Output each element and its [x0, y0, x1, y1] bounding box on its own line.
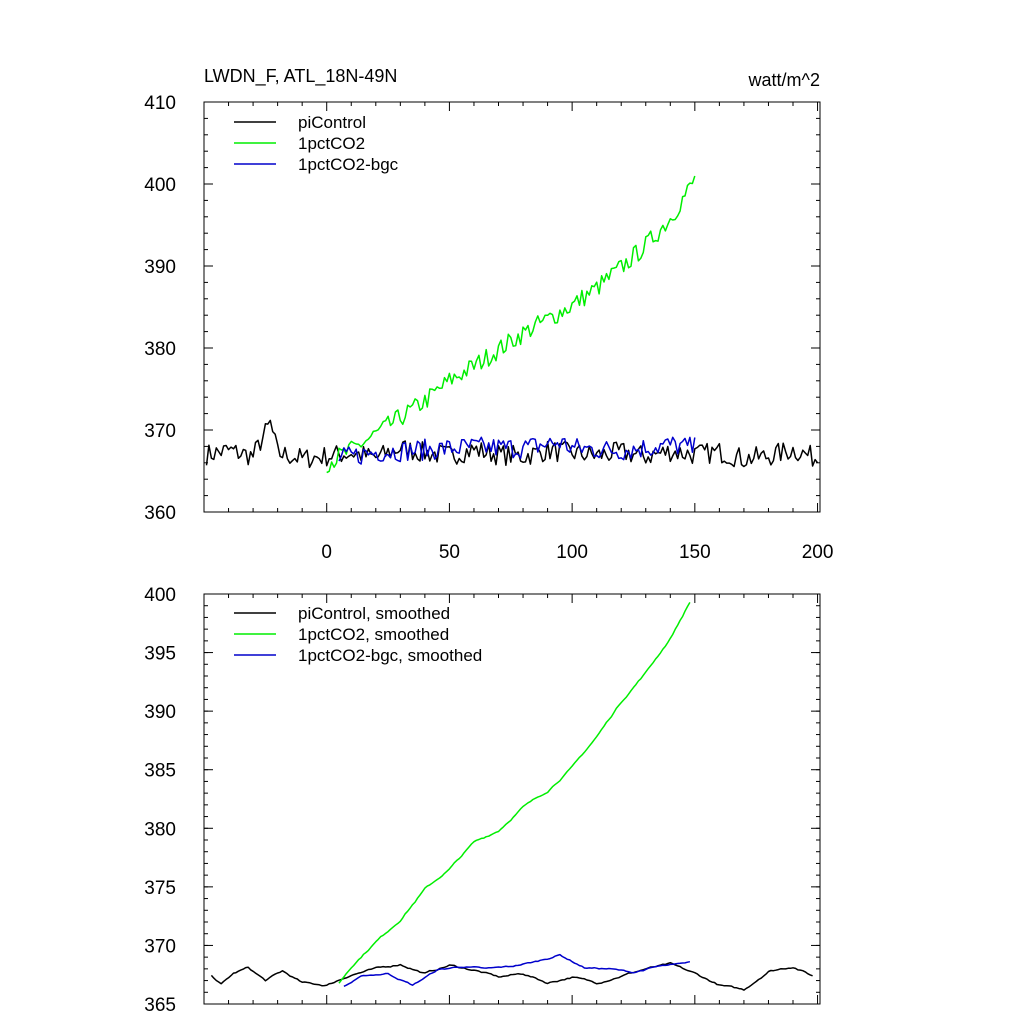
- top-x-tick-label: 50: [439, 542, 460, 563]
- top-series-1pctco2-line: [326, 175, 696, 474]
- bottom-y-tick-label: 375: [144, 878, 176, 899]
- bottom-y-tick-label: 385: [144, 761, 176, 782]
- top-x-tick-label: 0: [321, 542, 332, 563]
- top-series-1pctco2-bgc-line: [338, 436, 696, 465]
- top-units: watt/m^2: [748, 70, 820, 90]
- top-series: [205, 175, 819, 474]
- bottom-series-picontrol-smoothed-line: [210, 961, 813, 991]
- top-plot-frame: [203, 101, 821, 513]
- bottom-y-tick-label: 400: [144, 585, 176, 606]
- bottom-legend-label-1pctco2-bgc: 1pctCO2-bgc, smoothed: [298, 646, 482, 665]
- bottom-y-tick-label: 370: [144, 936, 176, 957]
- top-y-tick-label: 390: [144, 257, 176, 278]
- bottom-series-1pctco2-smoothed-line: [338, 602, 691, 984]
- bottom-y-tick-label: 390: [144, 702, 176, 723]
- top-x-tick-label: 200: [802, 542, 834, 563]
- top-y-tick-label: 360: [144, 503, 176, 524]
- top-y-tick-label: 370: [144, 421, 176, 442]
- bottom-legend-label-1pctco2: 1pctCO2, smoothed: [298, 625, 449, 644]
- bottom-y-tick-label: 365: [144, 995, 176, 1016]
- bottom-panel: 365 370 375 380 385 390 395 400 piControl, smoo…: [144, 585, 821, 1016]
- bottom-series: [210, 602, 813, 991]
- bottom-plot-frame: [203, 593, 821, 1005]
- bottom-ticks: 365 370 375 380 385 390 395 400: [144, 585, 820, 1016]
- top-legend: piControl 1pctCO2 1pctCO2-bgc: [234, 113, 399, 174]
- top-title: LWDN_F, ATL_18N-49N: [204, 66, 397, 87]
- top-x-tick-label: 150: [679, 542, 711, 563]
- top-y-tick-label: 400: [144, 175, 176, 196]
- bottom-legend-label-picontrol: piControl, smoothed: [298, 604, 450, 623]
- top-legend-label-1pctco2-bgc: 1pctCO2-bgc: [298, 155, 399, 174]
- bottom-series-1pctco2-bgc-smoothed-line: [343, 953, 691, 987]
- top-panel: LWDN_F, ATL_18N-49N watt/m^2 0 50 100 150 20…: [144, 66, 833, 563]
- top-y-tick-label: 380: [144, 339, 176, 360]
- top-legend-label-1pctco2: 1pctCO2: [298, 134, 365, 153]
- top-legend-label-picontrol: piControl: [298, 113, 366, 132]
- bottom-y-tick-label: 395: [144, 644, 176, 665]
- bottom-y-tick-label: 380: [144, 819, 176, 840]
- top-y-tick-label: 410: [144, 93, 176, 114]
- top-x-tick-label: 100: [556, 542, 588, 563]
- bottom-legend: piControl, smoothed 1pctCO2, smoothed 1p…: [234, 604, 482, 665]
- top-ticks: 0 50 100 150 200 360 370 380 390 400 410: [144, 93, 833, 563]
